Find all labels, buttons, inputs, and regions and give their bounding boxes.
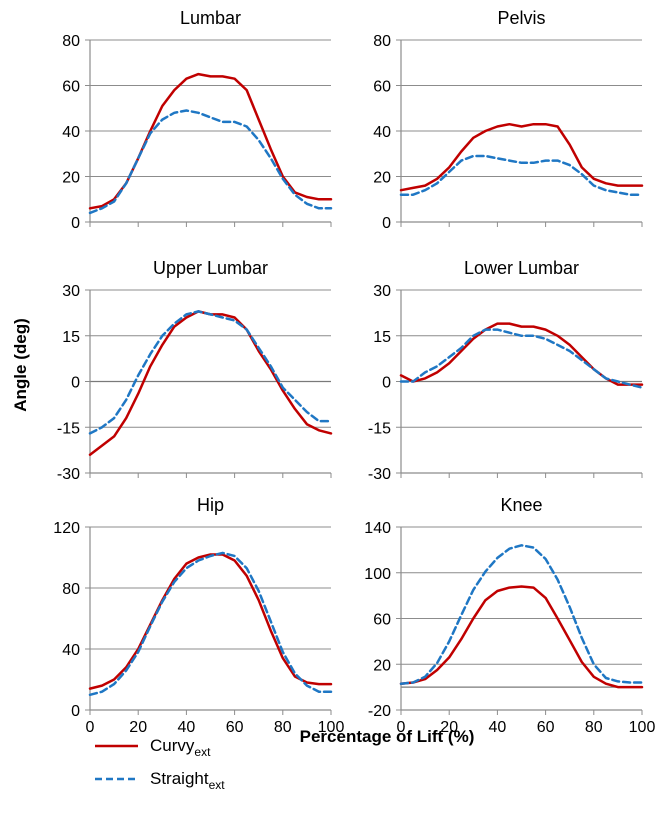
chart-panel-4: Hip 0 40 80 120 0 20 40 60 80 100 xyxy=(53,495,344,736)
y-tick-label: 20 xyxy=(62,170,80,187)
x-tick-label: 20 xyxy=(440,719,458,736)
x-tick-label: 100 xyxy=(629,719,656,736)
y-tick-label: 0 xyxy=(382,215,391,232)
chart-title: Knee xyxy=(500,495,542,515)
chart-title: Lumbar xyxy=(180,8,241,28)
y-tick-label: 40 xyxy=(62,642,80,659)
chart-panel-2: Upper Lumbar -30 -15 0 15 30 xyxy=(57,258,333,483)
series-line-straight xyxy=(399,544,644,685)
series-line-curvy xyxy=(88,72,333,210)
y-tick-label: 15 xyxy=(62,329,80,346)
y-tick-label: -30 xyxy=(368,466,391,483)
y-tick-label: 80 xyxy=(373,33,391,50)
y-tick-label: 30 xyxy=(373,283,391,300)
legend: Curvyext Straightext xyxy=(95,736,225,792)
x-tick-label: 0 xyxy=(86,719,95,736)
series-line-straight xyxy=(88,310,333,435)
y-tick-label: 80 xyxy=(62,33,80,50)
series-line-straight xyxy=(88,551,333,697)
x-tick-label: 80 xyxy=(585,719,603,736)
y-tick-label: 0 xyxy=(71,215,80,232)
x-tick-label: 40 xyxy=(178,719,196,736)
y-tick-label: -30 xyxy=(57,466,80,483)
series-line-straight xyxy=(399,328,644,389)
x-axis-label: Percentage of Lift (%) xyxy=(300,727,475,746)
series-line-straight xyxy=(88,109,333,215)
series-line-curvy xyxy=(399,122,644,192)
legend-label-straight: Straightext xyxy=(150,769,225,792)
y-tick-label: 0 xyxy=(71,375,80,392)
y-tick-label: 120 xyxy=(53,520,80,537)
chart-panel-3: Lower Lumbar -30 -15 0 15 30 xyxy=(368,258,644,483)
y-tick-label: 40 xyxy=(62,124,80,141)
y-tick-label: 80 xyxy=(62,581,80,598)
x-tick-label: 20 xyxy=(129,719,147,736)
chart-panel-1: Pelvis 0 20 40 60 80 xyxy=(373,8,644,232)
x-tick-label: 40 xyxy=(489,719,507,736)
series-line-straight xyxy=(399,154,644,196)
y-tick-label: -15 xyxy=(57,420,80,437)
y-tick-label: 0 xyxy=(382,375,391,392)
x-tick-label: 60 xyxy=(226,719,244,736)
series-line-curvy xyxy=(399,322,644,386)
chart-title: Pelvis xyxy=(497,8,545,28)
y-tick-label: 20 xyxy=(373,170,391,187)
series-line-curvy xyxy=(88,553,333,690)
x-tick-label: 80 xyxy=(274,719,292,736)
series-line-curvy xyxy=(88,310,333,456)
chart-panel-0: Lumbar 0 20 40 60 80 xyxy=(62,8,333,232)
y-tick-label: 60 xyxy=(62,79,80,96)
y-tick-label: 60 xyxy=(373,79,391,96)
legend-label-curvy: Curvyext xyxy=(150,736,211,759)
x-tick-label: 0 xyxy=(397,719,406,736)
y-tick-label: -15 xyxy=(368,420,391,437)
y-tick-label: 40 xyxy=(373,124,391,141)
y-tick-label: -20 xyxy=(368,703,391,720)
chart-title: Upper Lumbar xyxy=(153,258,268,278)
x-tick-label: 60 xyxy=(537,719,555,736)
y-tick-label: 60 xyxy=(373,612,391,629)
chart-panel-5: Knee -20 20 60 100 140 0 20 40 60 80 100 xyxy=(364,495,655,736)
chart-title: Hip xyxy=(197,495,224,515)
x-tick-label: 100 xyxy=(318,719,345,736)
y-tick-label: 0 xyxy=(71,703,80,720)
y-axis-label: Angle (deg) xyxy=(11,318,30,412)
y-tick-label: 20 xyxy=(373,657,391,674)
chart-panels: Lumbar 0 20 40 60 80 Pelvis 0 20 40 60 80 Upper Lumb… xyxy=(53,8,655,736)
series-line-curvy xyxy=(399,585,644,689)
y-tick-label: 15 xyxy=(373,329,391,346)
y-tick-label: 100 xyxy=(364,566,391,583)
y-tick-label: 140 xyxy=(364,520,391,537)
chart-title: Lower Lumbar xyxy=(464,258,579,278)
y-tick-label: 30 xyxy=(62,283,80,300)
